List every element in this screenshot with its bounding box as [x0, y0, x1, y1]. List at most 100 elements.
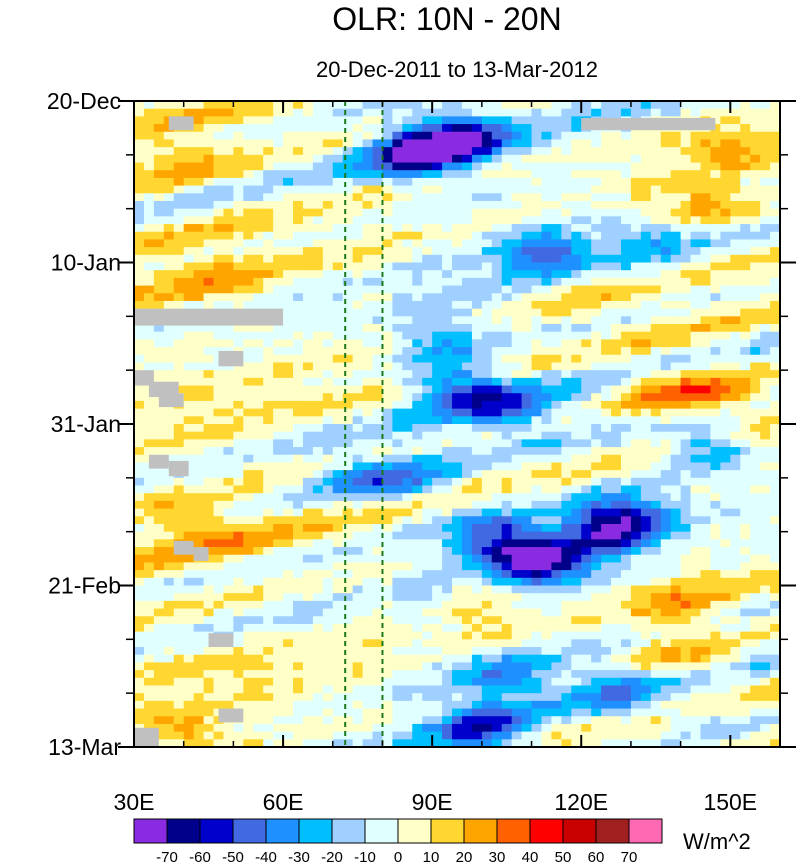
olr-cell	[283, 485, 294, 494]
olr-cell	[740, 285, 751, 294]
olr-cell	[213, 400, 225, 410]
olr-cell	[432, 547, 443, 556]
olr-cell	[134, 216, 145, 225]
olr-cell	[481, 516, 493, 525]
olr-cell	[750, 454, 761, 464]
olr-cell	[740, 462, 751, 471]
olr-cell	[312, 200, 324, 210]
olr-cell	[561, 270, 572, 279]
olr-cell	[302, 170, 314, 179]
olr-cell	[134, 493, 145, 502]
olr-cell	[312, 570, 324, 579]
olr-cell	[670, 400, 682, 410]
olr-cell	[332, 493, 344, 502]
olr-cell	[571, 147, 582, 156]
olr-cell	[680, 539, 692, 548]
olr-cell	[461, 424, 473, 433]
olr-cell	[243, 277, 254, 287]
olr-cell	[650, 631, 662, 640]
olr-cell	[392, 685, 403, 694]
olr-cell	[273, 670, 284, 679]
olr-cell	[620, 185, 632, 194]
olr-cell	[422, 393, 433, 402]
olr-cell	[322, 554, 334, 564]
olr-cell	[591, 108, 602, 117]
olr-cell	[163, 670, 175, 679]
olr-cell	[591, 462, 602, 471]
olr-cell	[670, 370, 682, 379]
olr-cell	[293, 516, 304, 525]
olr-cell	[481, 170, 493, 179]
olr-cell	[611, 331, 622, 340]
olr-cell	[660, 339, 672, 348]
olr-cell	[312, 477, 324, 487]
olr-cell	[362, 277, 374, 287]
olr-cell	[312, 593, 324, 602]
olr-cell	[591, 570, 602, 579]
olr-cell	[392, 362, 403, 371]
olr-cell	[163, 162, 175, 171]
olr-cell	[352, 485, 364, 494]
olr-cell	[352, 139, 364, 148]
olr-cell	[223, 454, 234, 464]
olr-cell	[153, 523, 165, 533]
olr-cell	[442, 262, 453, 271]
olr-cell	[193, 593, 205, 602]
olr-cell	[730, 431, 741, 440]
olr-cell	[233, 124, 244, 133]
olr-cell	[630, 224, 642, 233]
olr-cell	[422, 516, 433, 525]
olr-cell	[461, 147, 473, 156]
olr-cell	[213, 262, 225, 271]
olr-cell	[561, 385, 572, 394]
olr-cell	[620, 554, 632, 564]
olr-cell	[283, 416, 294, 425]
olr-cell	[293, 293, 304, 302]
olr-cell	[571, 408, 582, 417]
olr-cell	[342, 500, 354, 510]
olr-cell	[620, 408, 632, 417]
olr-cell	[342, 262, 354, 271]
olr-cell	[571, 670, 582, 679]
olr-cell	[322, 400, 334, 410]
olr-cell	[134, 431, 145, 440]
olr-cell	[233, 462, 244, 471]
olr-cell	[720, 623, 731, 633]
olr-cell	[322, 608, 334, 617]
olr-cell	[153, 431, 165, 440]
olr-cell	[293, 493, 304, 502]
olr-cell	[253, 677, 264, 687]
olr-cell	[382, 677, 393, 687]
olr-cell	[640, 523, 652, 533]
olr-cell	[362, 300, 374, 310]
olr-cell	[382, 431, 393, 440]
olr-cell	[382, 485, 393, 494]
olr-cell	[591, 523, 602, 533]
olr-cell	[501, 593, 513, 602]
olr-cell	[253, 347, 264, 356]
olr-cell	[273, 408, 284, 417]
olr-cell	[382, 608, 393, 617]
olr-cell	[630, 600, 642, 610]
olr-cell	[243, 377, 254, 387]
olr-cell	[620, 108, 632, 117]
olr-cell	[243, 516, 254, 525]
olr-cell	[740, 647, 751, 656]
olr-cell	[770, 608, 781, 617]
olr-cell	[273, 477, 284, 487]
olr-cell	[233, 562, 244, 571]
olr-cell	[322, 270, 334, 279]
olr-cell	[322, 162, 334, 171]
olr-cell	[710, 470, 721, 479]
olr-cell	[740, 570, 751, 579]
olr-cell	[720, 177, 731, 187]
olr-cell	[481, 608, 493, 617]
olr-cell	[213, 324, 225, 333]
olr-cell	[392, 139, 403, 148]
olr-cell	[193, 285, 205, 294]
olr-cell	[481, 439, 493, 448]
olr-cell	[273, 447, 284, 456]
olr-cell	[501, 585, 513, 594]
olr-cell	[660, 539, 672, 548]
olr-cell	[531, 616, 543, 625]
